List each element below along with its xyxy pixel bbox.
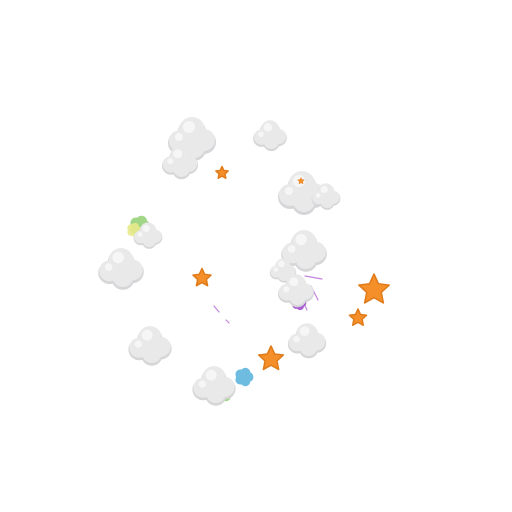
puff-cloud: [253, 120, 287, 152]
puff-cloud: [269, 258, 297, 283]
puff-cloud: [162, 146, 198, 180]
puff-cloud: [98, 248, 144, 290]
spark-streak: [213, 305, 220, 313]
puff-cloud: [192, 366, 236, 406]
star-icon: [358, 273, 390, 304]
puff-cloud: [287, 323, 327, 359]
star-icon: [348, 308, 368, 327]
cloud-layer: [98, 117, 341, 406]
puff-cloud: [133, 222, 163, 249]
puff-cloud: [311, 183, 341, 210]
star-icon: [297, 177, 305, 185]
star-layer: [192, 165, 390, 371]
spark-streak: [225, 319, 230, 324]
puff-cloud: [128, 326, 172, 366]
spark-streak: [304, 275, 323, 280]
star-icon: [192, 267, 212, 287]
star-icon: [215, 165, 229, 180]
color-bloom: [235, 367, 254, 387]
puff-cloud: [278, 274, 314, 308]
puff-cloud: [281, 230, 327, 272]
star-icon: [257, 345, 285, 371]
